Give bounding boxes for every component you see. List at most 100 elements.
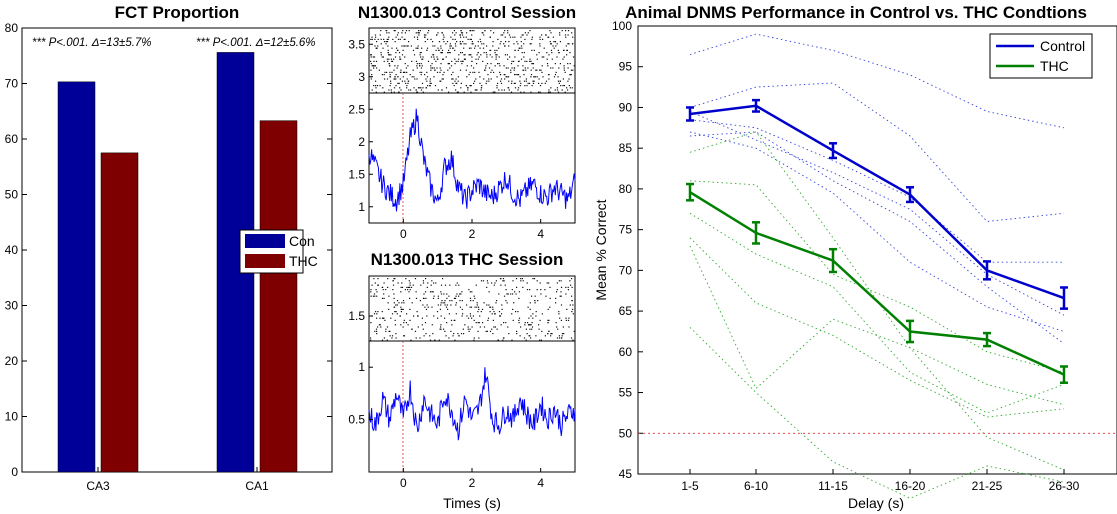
spike-mark <box>548 89 550 91</box>
spike-mark <box>554 74 557 76</box>
spike-mark <box>489 330 492 332</box>
spike-mark <box>507 87 509 89</box>
individual-thc-line <box>689 245 1065 471</box>
spike-mark <box>404 56 406 58</box>
spike-mark <box>529 335 531 337</box>
spike-mark <box>476 89 478 91</box>
spike-mark <box>506 293 508 295</box>
spike-mark <box>441 300 443 302</box>
spike-mark <box>377 284 379 286</box>
spike-mark <box>541 330 543 332</box>
spike-mark <box>413 54 416 56</box>
spike-mark <box>521 47 523 49</box>
spike-mark <box>502 280 504 282</box>
spike-mark <box>440 47 442 49</box>
spike-mark <box>482 60 484 62</box>
spike-mark <box>474 71 476 73</box>
spike-mark <box>427 32 429 34</box>
spike-mark <box>385 43 387 45</box>
spike-mark <box>536 58 538 60</box>
spike-mark <box>410 45 412 47</box>
spike-mark <box>567 34 569 36</box>
spike-mark <box>442 278 444 280</box>
spike-mark <box>436 56 438 58</box>
spike-mark <box>440 328 442 330</box>
spike-mark <box>531 63 533 65</box>
panel-a-bars <box>57 52 298 473</box>
spike-mark <box>386 78 389 80</box>
spike-mark <box>473 295 475 297</box>
spike-mark <box>530 315 532 317</box>
spike-mark <box>376 295 378 297</box>
spike-mark <box>511 60 513 62</box>
spike-mark <box>429 339 432 341</box>
spike-mark <box>394 278 396 280</box>
spike-mark <box>427 38 429 40</box>
spike-mark <box>403 335 405 337</box>
spike-mark <box>373 65 375 67</box>
spike-mark <box>388 89 390 91</box>
spike-mark <box>458 284 460 286</box>
spike-mark <box>390 91 393 93</box>
y-tick-label: 90 <box>619 100 633 114</box>
spike-mark <box>428 30 430 32</box>
spike-mark <box>422 56 424 58</box>
spike-mark <box>543 56 545 58</box>
spike-mark <box>452 71 454 73</box>
spike-mark <box>557 49 559 51</box>
spike-mark <box>522 34 524 36</box>
spike-mark <box>424 322 427 324</box>
spike-mark <box>420 56 422 58</box>
spike-mark <box>451 78 453 80</box>
spike-mark <box>564 91 566 93</box>
spike-mark <box>487 317 490 319</box>
spike-mark <box>380 326 382 328</box>
spike-mark <box>420 87 422 89</box>
spike-mark <box>469 85 471 87</box>
spike-mark <box>384 78 386 80</box>
spike-mark <box>530 69 532 71</box>
spike-mark <box>493 32 495 34</box>
thc-raster-axes <box>368 275 576 342</box>
spike-mark <box>445 87 448 89</box>
spike-mark <box>492 45 494 47</box>
spike-mark <box>390 54 392 56</box>
spike-mark <box>417 87 420 89</box>
spike-mark <box>416 65 418 67</box>
spike-mark <box>377 326 379 328</box>
spike-mark <box>560 319 562 321</box>
spike-mark <box>442 34 445 36</box>
spike-mark <box>374 282 376 284</box>
spike-mark <box>520 45 523 47</box>
spike-mark <box>528 317 530 319</box>
spike-mark <box>389 71 391 73</box>
spike-mark <box>397 38 400 40</box>
spike-mark <box>373 313 376 315</box>
spike-mark <box>540 289 542 291</box>
spike-mark <box>490 78 492 80</box>
spike-mark <box>528 335 530 337</box>
spike-mark <box>388 54 390 56</box>
spike-mark <box>372 295 374 297</box>
spike-mark <box>396 304 398 306</box>
spike-mark <box>567 30 570 32</box>
spike-mark <box>485 52 487 54</box>
spike-mark <box>563 333 565 335</box>
spike-mark <box>506 76 508 78</box>
spike-mark <box>477 45 479 47</box>
spike-mark <box>383 74 385 76</box>
spike-mark <box>404 71 406 73</box>
spike-mark <box>377 311 379 313</box>
spike-mark <box>489 54 491 56</box>
spike-mark <box>376 333 378 335</box>
spike-mark <box>443 293 445 295</box>
spike-mark <box>565 317 567 319</box>
spike-mark <box>496 49 498 51</box>
spike-mark <box>454 43 456 45</box>
spike-mark <box>542 38 544 40</box>
spike-mark <box>470 47 472 49</box>
spike-mark <box>488 78 490 80</box>
spike-mark <box>384 319 386 321</box>
spike-mark <box>494 282 496 284</box>
spike-mark <box>394 30 396 32</box>
